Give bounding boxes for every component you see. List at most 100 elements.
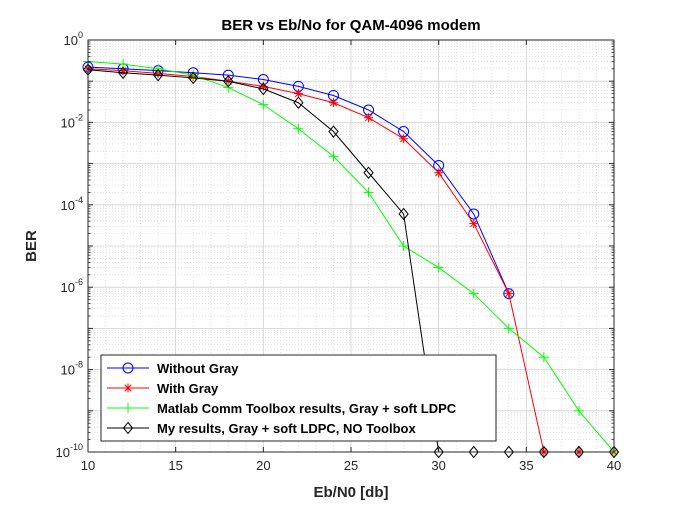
data-point <box>398 241 409 251</box>
legend-entry: Matlab Comm Toolbox results, Gray + soft… <box>107 401 457 416</box>
marker-diamond-shape <box>538 445 550 459</box>
data-point <box>363 166 374 180</box>
x-tick-label: 25 <box>344 458 358 473</box>
marker-diamond-shape <box>117 66 129 80</box>
x-tick-label: 35 <box>519 458 533 473</box>
y-tick-label: 100 <box>64 30 83 48</box>
legend-label: My results, Gray + soft LDPC, NO Toolbox <box>157 421 416 436</box>
series-line <box>87 68 614 453</box>
data-point <box>434 168 444 178</box>
data-point <box>188 71 199 85</box>
data-point <box>117 66 129 80</box>
marker-diamond-shape <box>223 74 234 88</box>
series-layer <box>82 56 620 459</box>
marker-diamond-shape <box>433 445 444 459</box>
legend-entry: My results, Gray + soft LDPC, NO Toolbox <box>107 421 416 436</box>
legend-label: With Gray <box>157 381 219 396</box>
y-tick-labels: 10-10 10-8 10-6 10-4 10-2 100 <box>56 30 83 460</box>
legend-marker <box>122 362 134 374</box>
y-tick-label: 10-10 <box>56 442 83 460</box>
data-point <box>293 123 304 134</box>
data-point <box>399 134 409 144</box>
marker-diamond-shape <box>258 82 269 96</box>
data-point <box>398 207 409 221</box>
legend-entry: Without Gray <box>107 361 239 376</box>
marker-diamond-shape <box>328 125 339 138</box>
data-point <box>503 288 515 300</box>
y-tick-label: 10-4 <box>61 195 83 213</box>
x-tick-label: 15 <box>168 458 182 473</box>
data-point <box>433 262 444 273</box>
marker-diamond-shape <box>468 445 479 459</box>
marker-diamond-shape <box>188 71 199 85</box>
marker-star-d2 <box>505 289 513 298</box>
marker-star-d2 <box>124 384 132 392</box>
chart-title: BER vs Eb/No for QAM-4096 modem <box>221 17 480 34</box>
data-point <box>538 445 550 459</box>
data-point <box>363 187 374 198</box>
legend-box <box>100 354 497 442</box>
x-tick-label: 20 <box>256 458 270 473</box>
legend-label: Without Gray <box>157 361 239 376</box>
marker-diamond-shape <box>122 421 134 435</box>
data-point <box>258 82 269 96</box>
data-point <box>223 82 234 93</box>
data-point <box>328 151 339 162</box>
data-point <box>258 99 269 110</box>
legend-marker <box>123 403 133 413</box>
legend-marker <box>122 421 134 435</box>
y-tick-label: 10-8 <box>61 360 83 378</box>
legend-entry: With Gray <box>107 381 219 396</box>
data-point <box>223 74 234 88</box>
marker-diamond-shape <box>573 445 585 459</box>
axis-ticks <box>87 39 615 453</box>
data-point <box>293 96 304 110</box>
marker-diamond-shape <box>503 445 514 459</box>
marker-circle-shape <box>122 362 134 374</box>
series-2 <box>83 56 619 457</box>
marker-star-d2 <box>364 114 373 122</box>
x-axis-label: Eb/N0 [db] <box>314 484 389 501</box>
marker-diamond-shape <box>152 68 164 82</box>
data-point <box>468 445 479 459</box>
data-point <box>433 445 444 459</box>
marker-star-d2 <box>329 99 338 107</box>
data-point <box>328 98 338 108</box>
x-tick-label: 40 <box>607 458 621 473</box>
y-tick-label: 10-2 <box>61 112 83 130</box>
series-line <box>87 61 615 453</box>
x-tick-label: 10 <box>81 458 95 473</box>
marker-diamond-shape <box>363 166 374 180</box>
y-axis-label: BER <box>23 230 40 262</box>
marker-star-d2 <box>435 169 443 177</box>
marker-star-d2 <box>470 219 478 228</box>
marker-star-d2 <box>400 135 408 143</box>
data-point <box>153 63 164 74</box>
legend-label: Matlab Comm Toolbox results, Gray + soft… <box>157 401 457 416</box>
x-tick-label: 30 <box>431 458 445 473</box>
data-point <box>608 445 620 459</box>
marker-circle-shape <box>503 288 515 300</box>
x-tick-labels: 10 15 20 25 30 35 40 <box>81 458 621 473</box>
marker-diamond-shape <box>608 445 620 459</box>
legend: Without Gray With Gray Matlab Comm Toolbox… <box>100 354 497 442</box>
marker-diamond-shape <box>293 96 304 110</box>
legend-marker <box>123 383 133 393</box>
data-point <box>469 219 479 229</box>
data-point <box>364 113 374 123</box>
data-point <box>152 68 164 82</box>
data-point <box>503 445 514 459</box>
data-point <box>573 405 584 416</box>
data-point <box>468 288 479 299</box>
marker-circle-shape <box>468 208 480 220</box>
data-point <box>468 208 480 220</box>
data-point <box>328 125 339 138</box>
marker-diamond-shape <box>398 207 409 221</box>
data-point <box>538 352 549 363</box>
data-point <box>503 323 514 334</box>
y-tick-label: 10-6 <box>61 277 83 295</box>
data-point <box>504 289 514 299</box>
marker-star-d2 <box>294 90 302 98</box>
